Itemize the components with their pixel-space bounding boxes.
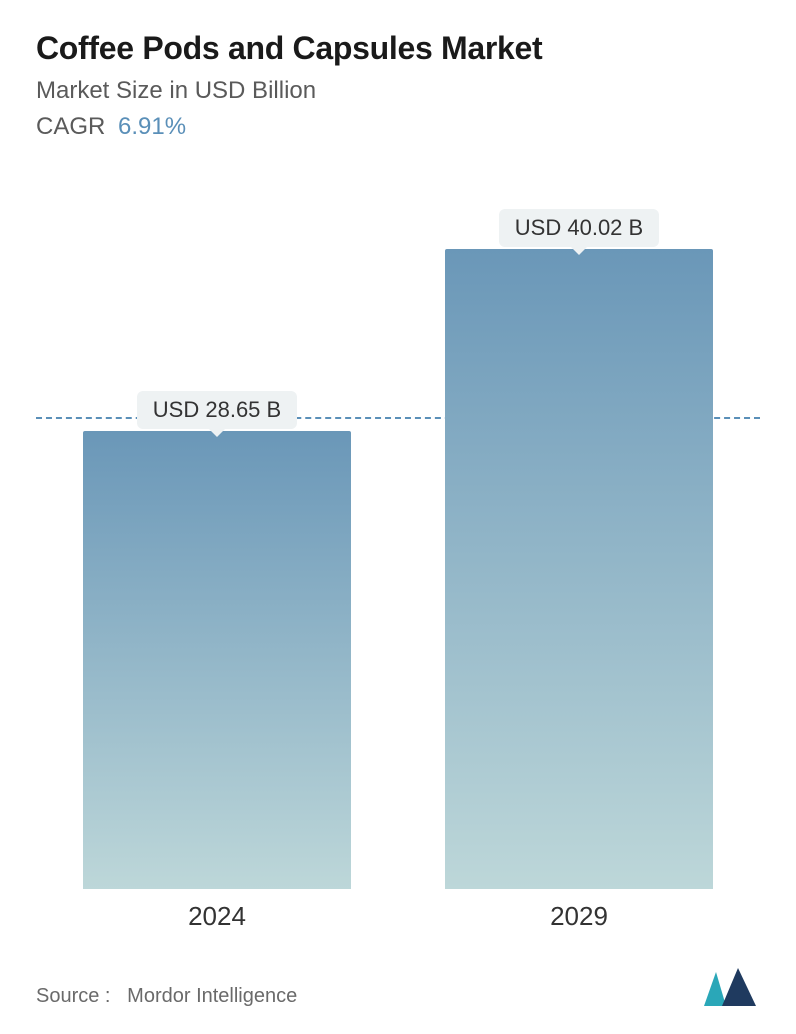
cagr-value: 6.91% <box>118 113 186 140</box>
x-label-0: 2024 <box>67 901 367 932</box>
value-badge-0: USD 28.65 B <box>137 391 297 429</box>
x-axis-labels: 2024 2029 <box>36 901 760 932</box>
source-label: Source : <box>36 985 110 1007</box>
chart-title: Coffee Pods and Capsules Market <box>36 30 760 67</box>
chart-footer: Source : Mordor Intelligence <box>36 968 760 1014</box>
bars-row: USD 28.65 B USD 40.02 B <box>36 155 760 889</box>
value-badge-1: USD 40.02 B <box>499 209 659 247</box>
bar-0 <box>83 431 351 889</box>
chart-plot-area: USD 28.65 B USD 40.02 B <box>36 155 760 889</box>
bar-group-0: USD 28.65 B <box>67 391 367 889</box>
cagr-row: CAGR 6.91% <box>36 113 760 141</box>
source-text: Source : Mordor Intelligence <box>36 985 297 1008</box>
chart-subtitle: Market Size in USD Billion <box>36 77 760 105</box>
bar-group-1: USD 40.02 B <box>429 209 729 889</box>
mordor-logo-icon <box>702 968 760 1008</box>
bar-1 <box>445 249 713 889</box>
x-label-1: 2029 <box>429 901 729 932</box>
source-name: Mordor Intelligence <box>127 985 297 1007</box>
chart-container: Coffee Pods and Capsules Market Market S… <box>0 0 796 1034</box>
cagr-label: CAGR <box>36 113 105 140</box>
